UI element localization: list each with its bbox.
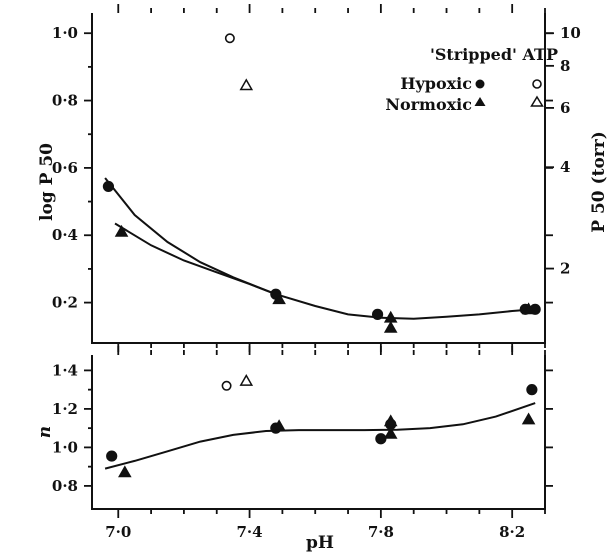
legend-hypoxic-open-marker [532,79,542,89]
y-tick-label: 0·4 [52,226,78,244]
bottom-hypoxic-point [106,450,118,462]
y-tick-label: 0·6 [52,159,78,177]
legend-title: 'Stripped' ATP [430,45,558,64]
y2-tick-label: 10 [560,24,581,42]
top-normoxic-point [521,302,536,315]
y-tick-label: 1·2 [52,400,78,418]
y2-tick-label: 2 [560,260,570,278]
top-normoxic-point [383,320,398,333]
legend-normoxic-label: Normoxic [385,95,472,114]
bottom-normoxic-stripped-atp-point [239,373,254,386]
top-hypoxic-point [371,308,384,320]
top-y-axis-label: log P 50 [37,143,57,221]
top-panel-frame [91,13,546,344]
y-tick-label: 1·0 [52,24,78,42]
top-normoxic-stripped-atp-point [239,78,254,91]
bottom-hypoxic-point [526,384,538,396]
x-tick-label: 7·8 [368,523,394,541]
y2-tick-label: 6 [560,99,570,117]
y-tick-label: 0·2 [52,294,78,312]
bottom-normoxic-point [383,426,398,439]
x-axis-label: pH [306,533,334,552]
legend-normoxic-filled-marker [474,97,486,106]
top-hypoxic-point [102,180,115,193]
x-tick-label: 8·2 [499,523,525,541]
bottom-panel-frame [91,355,546,510]
y2-tick-label: 4 [560,158,570,176]
top-y2-axis-label: P 50 (torr) [589,131,609,232]
x-tick-label: 7·4 [237,523,263,541]
top-hypoxic-stripped-atp-point [224,33,235,44]
bottom-normoxic-point [118,465,132,478]
y-tick-label: 0·8 [52,477,78,495]
top-fit-curve-0 [104,177,536,320]
y-tick-label: 0·8 [52,92,78,110]
y-tick-label: 1·0 [52,438,78,456]
bottom-y-axis-label: n [35,426,55,438]
legend-hypoxic-label: Hypoxic [400,74,472,93]
bottom-normoxic-point [272,419,286,432]
legend-hypoxic-filled-marker [475,79,485,89]
top-normoxic-point [114,224,129,237]
bottom-panel: 7·0 7·4 7·8 8·2 0·8 1·0 1·2 1·4 [52,346,553,541]
top-panel: 0·2 0·4 0·6 0·8 1·0 2 4 6 8 10 [52,4,581,352]
bottom-fit-curve-0 [104,402,536,470]
top-normoxic-point [272,292,286,305]
top-fit-curve-1 [114,222,277,296]
bottom-normoxic-point [521,412,536,425]
legend: 'Stripped' ATP Hypoxic Normoxic [385,45,558,114]
x-tick-label: 7·0 [105,523,131,541]
legend-normoxic-open-marker [530,95,544,107]
y-tick-label: 1·4 [52,361,78,379]
y2-tick-label: 8 [560,57,570,75]
bottom-normoxic-point [383,414,398,427]
bottom-hypoxic-stripped-atp-point [221,380,232,391]
